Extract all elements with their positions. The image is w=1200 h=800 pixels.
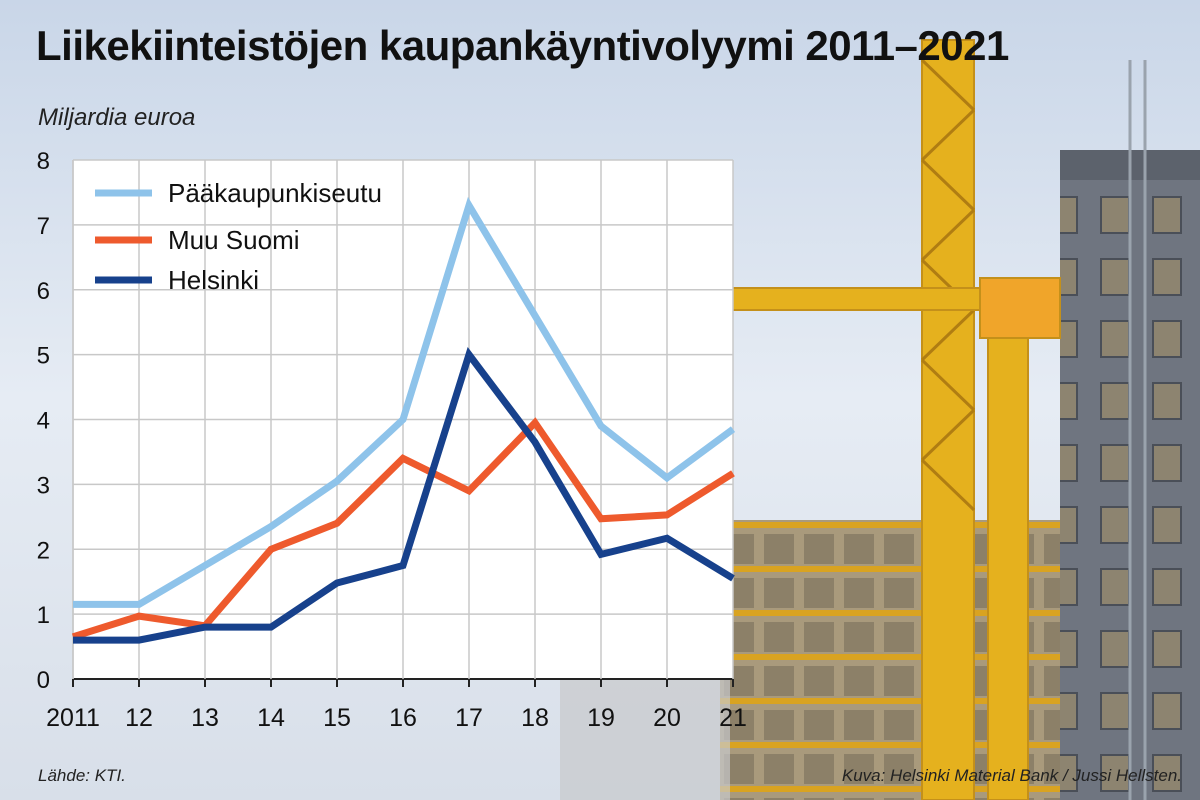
- crane-far: [1128, 60, 1147, 800]
- y-tick-label: 7: [37, 213, 50, 240]
- x-tick-label: 13: [191, 704, 219, 732]
- source-note: Lähde: KTI.: [38, 766, 126, 785]
- legend: Pääkaupunkiseutu Muu Suomi Helsinki: [95, 178, 382, 295]
- series-line-helsinki: [73, 347, 735, 644]
- y-tick-label: 3: [37, 472, 50, 499]
- y-tick-label: 4: [37, 408, 50, 435]
- y-tick-label: 8: [37, 148, 50, 175]
- y-tick-label: 6: [37, 278, 50, 305]
- x-tick-label: 16: [389, 704, 417, 732]
- photo-credit: Kuva: Helsinki Material Bank / Jussi Hel…: [841, 766, 1182, 785]
- y-axis-unit-label: Miljardia euroa: [38, 104, 196, 131]
- legend-label: Helsinki: [168, 265, 259, 295]
- x-tick-label: 17: [455, 704, 483, 732]
- x-tick-label: 21: [719, 704, 747, 732]
- x-tick-label: 15: [323, 704, 351, 732]
- x-tick-label: 12: [125, 704, 153, 732]
- x-tick-label: 20: [653, 704, 681, 732]
- page-title: Liikekiinteistöjen kaupankäyntivolyymi 2…: [36, 22, 1009, 69]
- y-axis-ticks: 0 1 2 3 4 5 6 7 8: [37, 148, 50, 694]
- crane-main: [723, 39, 1061, 800]
- legend-label: Muu Suomi: [168, 225, 300, 255]
- y-tick-label: 5: [37, 343, 50, 370]
- x-axis-ticks: 2011 12 13 14 15 16 17 18 19 20 21: [46, 679, 747, 732]
- x-tick-label: 19: [587, 704, 615, 732]
- y-tick-label: 2: [37, 537, 50, 564]
- y-tick-label: 1: [37, 602, 50, 629]
- x-tick-label: 18: [521, 704, 549, 732]
- series-lines: [71, 196, 736, 644]
- series-line-p-kaupunkiseutu: [73, 196, 736, 608]
- series-line-muu-suomi: [71, 417, 735, 641]
- legend-label: Pääkaupunkiseutu: [168, 178, 382, 208]
- y-tick-label: 0: [37, 667, 50, 694]
- x-tick-label: 14: [257, 704, 285, 732]
- x-tick-label: 2011: [46, 704, 100, 732]
